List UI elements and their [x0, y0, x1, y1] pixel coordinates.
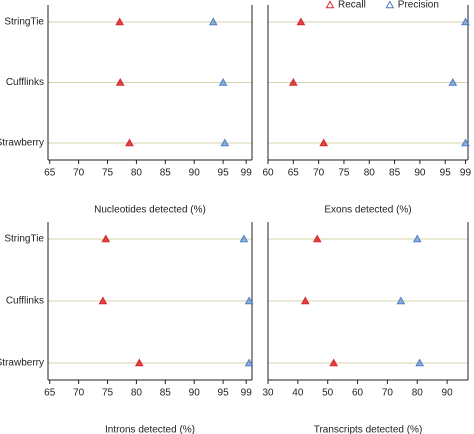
- y-tick-label: Cufflinks: [6, 296, 44, 307]
- x-tick-label: 90: [414, 168, 426, 179]
- x-axis-label: Nucleotides detected (%): [94, 205, 206, 216]
- legend-label: Precision: [398, 0, 439, 11]
- x-tick-label: 65: [288, 168, 300, 179]
- x-tick-label: 90: [189, 168, 201, 179]
- marker: [461, 17, 470, 26]
- marker: [448, 77, 458, 86]
- x-tick-label: 80: [364, 168, 376, 179]
- marker: [208, 17, 218, 26]
- x-tick-label: 65: [44, 388, 56, 399]
- marker: [239, 234, 249, 243]
- marker: [396, 296, 406, 305]
- marker: [300, 296, 310, 305]
- marker: [220, 138, 230, 147]
- y-tick-label: Strawberry: [0, 138, 44, 149]
- marker: [319, 138, 329, 147]
- x-tick-label: 60: [352, 388, 364, 399]
- y-tick-label: StringTie: [4, 234, 44, 245]
- x-tick-label: 40: [292, 388, 304, 399]
- legend-marker: [385, 0, 395, 9]
- x-axis-label: Transcripts detected (%): [314, 425, 423, 434]
- marker: [134, 358, 144, 367]
- x-tick-label: 60: [262, 168, 274, 179]
- marker: [101, 234, 111, 243]
- x-tick-label: 95: [440, 168, 452, 179]
- x-tick-label: 75: [338, 168, 350, 179]
- marker: [288, 77, 298, 86]
- marker: [218, 77, 228, 86]
- x-tick-label: 80: [131, 388, 143, 399]
- x-axis-label: Exons detected (%): [324, 205, 411, 216]
- x-tick-label: 70: [73, 168, 85, 179]
- x-tick-label: 99: [241, 388, 253, 399]
- x-tick-label: 99: [460, 168, 472, 179]
- x-tick-label: 90: [442, 388, 454, 399]
- marker: [329, 358, 339, 367]
- x-tick-label: 70: [73, 388, 85, 399]
- x-tick-label: 80: [412, 388, 424, 399]
- legend-label: Recall: [338, 0, 366, 11]
- marker: [244, 296, 254, 305]
- x-tick-label: 95: [218, 168, 230, 179]
- x-tick-label: 80: [131, 168, 143, 179]
- x-tick-label: 75: [102, 168, 114, 179]
- y-tick-label: StringTie: [4, 17, 44, 28]
- x-tick-label: 50: [322, 388, 334, 399]
- x-tick-label: 70: [382, 388, 394, 399]
- marker: [296, 17, 306, 26]
- x-tick-label: 90: [189, 388, 201, 399]
- x-tick-label: 85: [160, 388, 172, 399]
- marker: [98, 296, 108, 305]
- y-tick-label: Cufflinks: [6, 77, 44, 88]
- marker: [244, 358, 254, 367]
- marker: [461, 138, 470, 147]
- x-tick-label: 85: [160, 168, 172, 179]
- x-tick-label: 70: [313, 168, 325, 179]
- x-tick-label: 30: [262, 388, 274, 399]
- marker: [415, 358, 424, 367]
- marker: [115, 17, 125, 26]
- x-tick-label: 85: [389, 168, 401, 179]
- marker: [312, 234, 322, 243]
- legend-marker: [325, 0, 335, 9]
- x-tick-label: 65: [44, 168, 56, 179]
- x-axis-label: Introns detected (%): [105, 425, 195, 434]
- x-tick-label: 99: [241, 168, 253, 179]
- x-tick-label: 95: [218, 388, 230, 399]
- marker: [412, 234, 422, 243]
- marker: [125, 138, 134, 147]
- marker: [115, 77, 125, 86]
- x-tick-label: 75: [102, 388, 114, 399]
- y-tick-label: Strawberry: [0, 358, 44, 369]
